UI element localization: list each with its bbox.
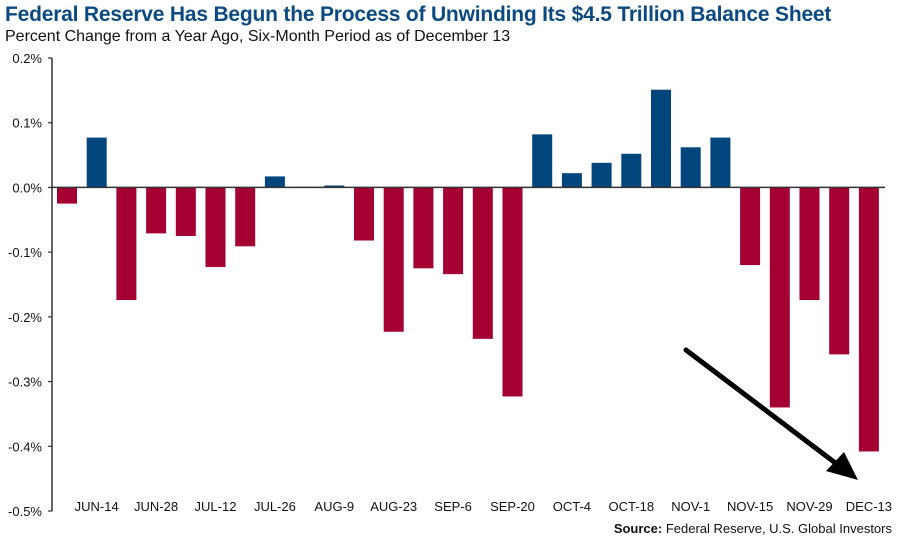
bar — [502, 187, 523, 397]
bar — [710, 137, 731, 188]
bar — [324, 185, 345, 188]
bar — [829, 187, 850, 355]
y-tick-label: 0.1% — [12, 116, 42, 131]
bar — [591, 162, 612, 188]
bar — [769, 187, 790, 408]
trend-arrow-line — [683, 347, 845, 471]
bar — [146, 187, 167, 234]
x-tick-label: NOV-1 — [671, 499, 710, 514]
x-tick-label: AUG-23 — [370, 499, 417, 514]
x-tick-label: JUN-14 — [75, 499, 119, 514]
x-tick-label: JUL-12 — [195, 499, 237, 514]
y-tick-label: -0.2% — [8, 310, 42, 325]
bar — [621, 153, 642, 188]
x-tick-label: SEP-20 — [490, 499, 535, 514]
bar — [532, 134, 553, 188]
source-note: Source: Federal Reserve, U.S. Global Inv… — [614, 521, 892, 536]
x-tick-label: JUN-28 — [134, 499, 178, 514]
y-tick-label: -0.4% — [8, 439, 42, 454]
x-tick-label: OCT-18 — [609, 499, 655, 514]
chart-title: Federal Reserve Has Begun the Process of… — [5, 3, 832, 26]
y-tick-label: -0.5% — [8, 504, 42, 519]
bar — [443, 187, 464, 275]
bar — [57, 187, 77, 204]
bar — [651, 89, 671, 188]
bar — [116, 187, 137, 301]
source-text: Federal Reserve, U.S. Global Investors — [665, 521, 892, 536]
bar — [354, 187, 374, 241]
bar — [680, 147, 701, 188]
x-tick-label: NOV-29 — [786, 499, 832, 514]
y-tick-label: 0.2% — [12, 51, 42, 66]
x-tick-label: JUL-26 — [254, 499, 296, 514]
x-tick-label: DEC-13 — [846, 499, 892, 514]
y-tick-label: 0.0% — [12, 180, 42, 195]
bar — [472, 187, 493, 339]
x-tick-label: SEP-6 — [434, 499, 472, 514]
bar — [858, 187, 879, 452]
bar — [205, 187, 226, 268]
x-tick-label: OCT-4 — [553, 499, 591, 514]
bar — [86, 137, 107, 188]
source-label: Source: — [613, 521, 663, 536]
x-tick-label: NOV-15 — [727, 499, 773, 514]
bar — [175, 187, 196, 236]
trend-arrow-head — [826, 452, 858, 480]
bar — [383, 187, 404, 332]
bar — [235, 187, 256, 247]
bar — [740, 187, 761, 266]
bar — [413, 187, 434, 269]
bar — [561, 173, 582, 188]
x-tick-label: AUG-9 — [314, 499, 354, 514]
bar — [264, 176, 285, 188]
y-tick-label: -0.3% — [8, 375, 42, 390]
chart-subtitle: Percent Change from a Year Ago, Six-Mont… — [5, 28, 511, 45]
bar — [799, 187, 820, 301]
y-tick-label: -0.1% — [8, 245, 42, 260]
